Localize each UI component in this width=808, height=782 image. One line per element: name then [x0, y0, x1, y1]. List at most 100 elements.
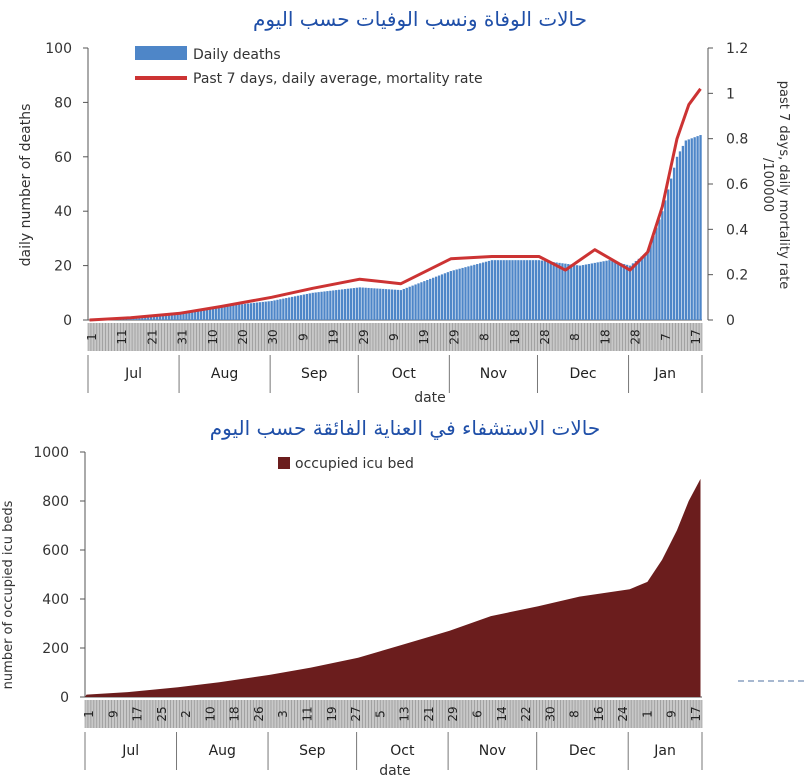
- daily-deaths-bar: [461, 268, 463, 320]
- daily-deaths-bar: [582, 265, 584, 320]
- deaths-day-tick-label: 28: [538, 329, 552, 344]
- daily-deaths-bar: [359, 287, 361, 320]
- daily-deaths-bar: [341, 289, 343, 320]
- daily-deaths-bar: [514, 260, 516, 320]
- daily-deaths-bar: [429, 279, 431, 320]
- icu-day-tick-label: 21: [422, 706, 436, 721]
- daily-deaths-bar: [288, 297, 290, 320]
- daily-deaths-bar: [491, 260, 493, 320]
- daily-deaths-bar: [646, 252, 648, 320]
- deaths-day-tick-label: 31: [176, 329, 190, 344]
- icu-month-label: Sep: [299, 743, 326, 759]
- daily-deaths-bar: [420, 282, 422, 320]
- daily-deaths-bar: [315, 292, 317, 320]
- daily-deaths-bar: [276, 300, 278, 320]
- icu-month-label: Jan: [653, 743, 676, 759]
- daily-deaths-bar: [576, 265, 578, 320]
- icu-chart-svg: حالات الاستشفاء في العناية الفائقة حسب ا…: [0, 405, 808, 778]
- icu-day-tick-label: 9: [106, 710, 120, 718]
- daily-deaths-bar: [626, 265, 628, 320]
- daily-deaths-bar: [291, 297, 293, 320]
- daily-deaths-bar: [676, 157, 678, 320]
- daily-deaths-bar: [262, 302, 264, 320]
- daily-deaths-bar: [529, 260, 531, 320]
- legend-bar-swatch: [135, 46, 187, 60]
- deaths-day-tick-label: 30: [266, 329, 280, 344]
- deaths-x-axis-label: date: [414, 390, 446, 405]
- daily-deaths-bar: [594, 263, 596, 320]
- daily-deaths-bar: [538, 260, 540, 320]
- daily-deaths-bar: [223, 306, 225, 320]
- daily-deaths-bar: [335, 290, 337, 320]
- daily-deaths-bar: [467, 266, 469, 320]
- daily-deaths-bar: [685, 140, 687, 320]
- legend-line-label: Past 7 days, daily average, mortality ra…: [193, 71, 483, 87]
- deaths-day-tick-label: 29: [357, 329, 371, 344]
- deaths-day-tick-label: 9: [387, 333, 401, 341]
- deaths-day-tick-label: 7: [659, 333, 673, 341]
- daily-deaths-bar: [517, 260, 519, 320]
- daily-deaths-bar: [623, 264, 625, 320]
- icu-day-tick-label: 9: [665, 710, 679, 718]
- daily-deaths-bar: [297, 296, 299, 320]
- daily-deaths-bar: [679, 151, 681, 320]
- daily-deaths-bar: [503, 260, 505, 320]
- daily-deaths-bar: [450, 271, 452, 320]
- icu-area: [85, 479, 701, 697]
- daily-deaths-bar: [494, 260, 496, 320]
- daily-deaths-bar: [667, 189, 669, 320]
- daily-deaths-bar: [526, 260, 528, 320]
- deaths-month-label: Oct: [392, 366, 417, 382]
- daily-deaths-bar: [226, 306, 228, 320]
- daily-deaths-bar: [221, 306, 223, 320]
- icu-x-axis-label: date: [379, 763, 411, 778]
- icu-month-label: Nov: [479, 743, 506, 759]
- deaths-y-tick-label: 60: [54, 150, 72, 166]
- deaths-day-tick-label: 8: [478, 333, 492, 341]
- icu-month-label: Aug: [209, 743, 236, 759]
- daily-deaths-bar: [300, 295, 302, 320]
- deaths-day-tick-label: 21: [145, 329, 159, 344]
- deaths-y-tick-label: 40: [54, 204, 72, 220]
- daily-deaths-bar: [488, 261, 490, 320]
- daily-deaths-bar: [218, 307, 220, 320]
- daily-deaths-bar: [696, 136, 698, 320]
- deaths-day-tick-label: 8: [568, 333, 582, 341]
- daily-deaths-bar: [364, 288, 366, 320]
- icu-day-tick-label: 17: [131, 706, 145, 721]
- deaths-day-tick-label: 19: [327, 329, 341, 344]
- daily-deaths-bar: [238, 304, 240, 320]
- daily-deaths-bar: [411, 286, 413, 320]
- daily-deaths-bar: [464, 267, 466, 320]
- daily-deaths-bar: [317, 292, 319, 320]
- daily-deaths-bar: [453, 270, 455, 320]
- daily-deaths-bar: [356, 288, 358, 320]
- daily-deaths-bar: [476, 264, 478, 320]
- deaths-y-tick-label: 0: [63, 313, 72, 329]
- daily-deaths-bar: [353, 288, 355, 320]
- deaths-day-tick-label: 19: [417, 329, 431, 344]
- daily-deaths-bar: [567, 264, 569, 320]
- deaths-day-tick-label: 29: [447, 329, 461, 344]
- deaths-day-tick-label: 9: [296, 333, 310, 341]
- daily-deaths-bar: [573, 265, 575, 320]
- daily-deaths-bar: [579, 266, 581, 320]
- daily-deaths-bar: [270, 301, 272, 320]
- y2-label-line2: /100000: [760, 158, 775, 212]
- daily-deaths-bar: [511, 260, 513, 320]
- deaths-y2-tick-label: 0.2: [726, 268, 748, 284]
- daily-deaths-bar: [406, 288, 408, 320]
- daily-deaths-bar: [456, 269, 458, 320]
- icu-day-tick-label: 11: [301, 706, 315, 721]
- icu-y-tick-label: 200: [42, 641, 69, 657]
- daily-deaths-bar: [591, 263, 593, 320]
- daily-deaths-bar: [273, 300, 275, 320]
- legend-bar-label: Daily deaths: [193, 47, 281, 63]
- daily-deaths-bar: [303, 295, 305, 320]
- daily-deaths-bar: [691, 138, 693, 320]
- daily-deaths-bar: [617, 262, 619, 320]
- daily-deaths-bar: [400, 290, 402, 320]
- daily-deaths-bar: [347, 289, 349, 320]
- daily-deaths-bar: [229, 305, 231, 320]
- daily-deaths-bar: [215, 307, 217, 320]
